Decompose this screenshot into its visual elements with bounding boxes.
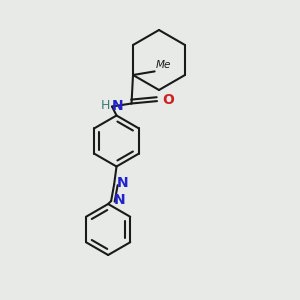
- Text: H: H: [101, 99, 110, 112]
- Text: N: N: [112, 99, 124, 113]
- Text: O: O: [162, 94, 174, 107]
- Text: N: N: [114, 193, 126, 206]
- Text: Me: Me: [156, 61, 172, 70]
- Text: N: N: [117, 176, 129, 190]
